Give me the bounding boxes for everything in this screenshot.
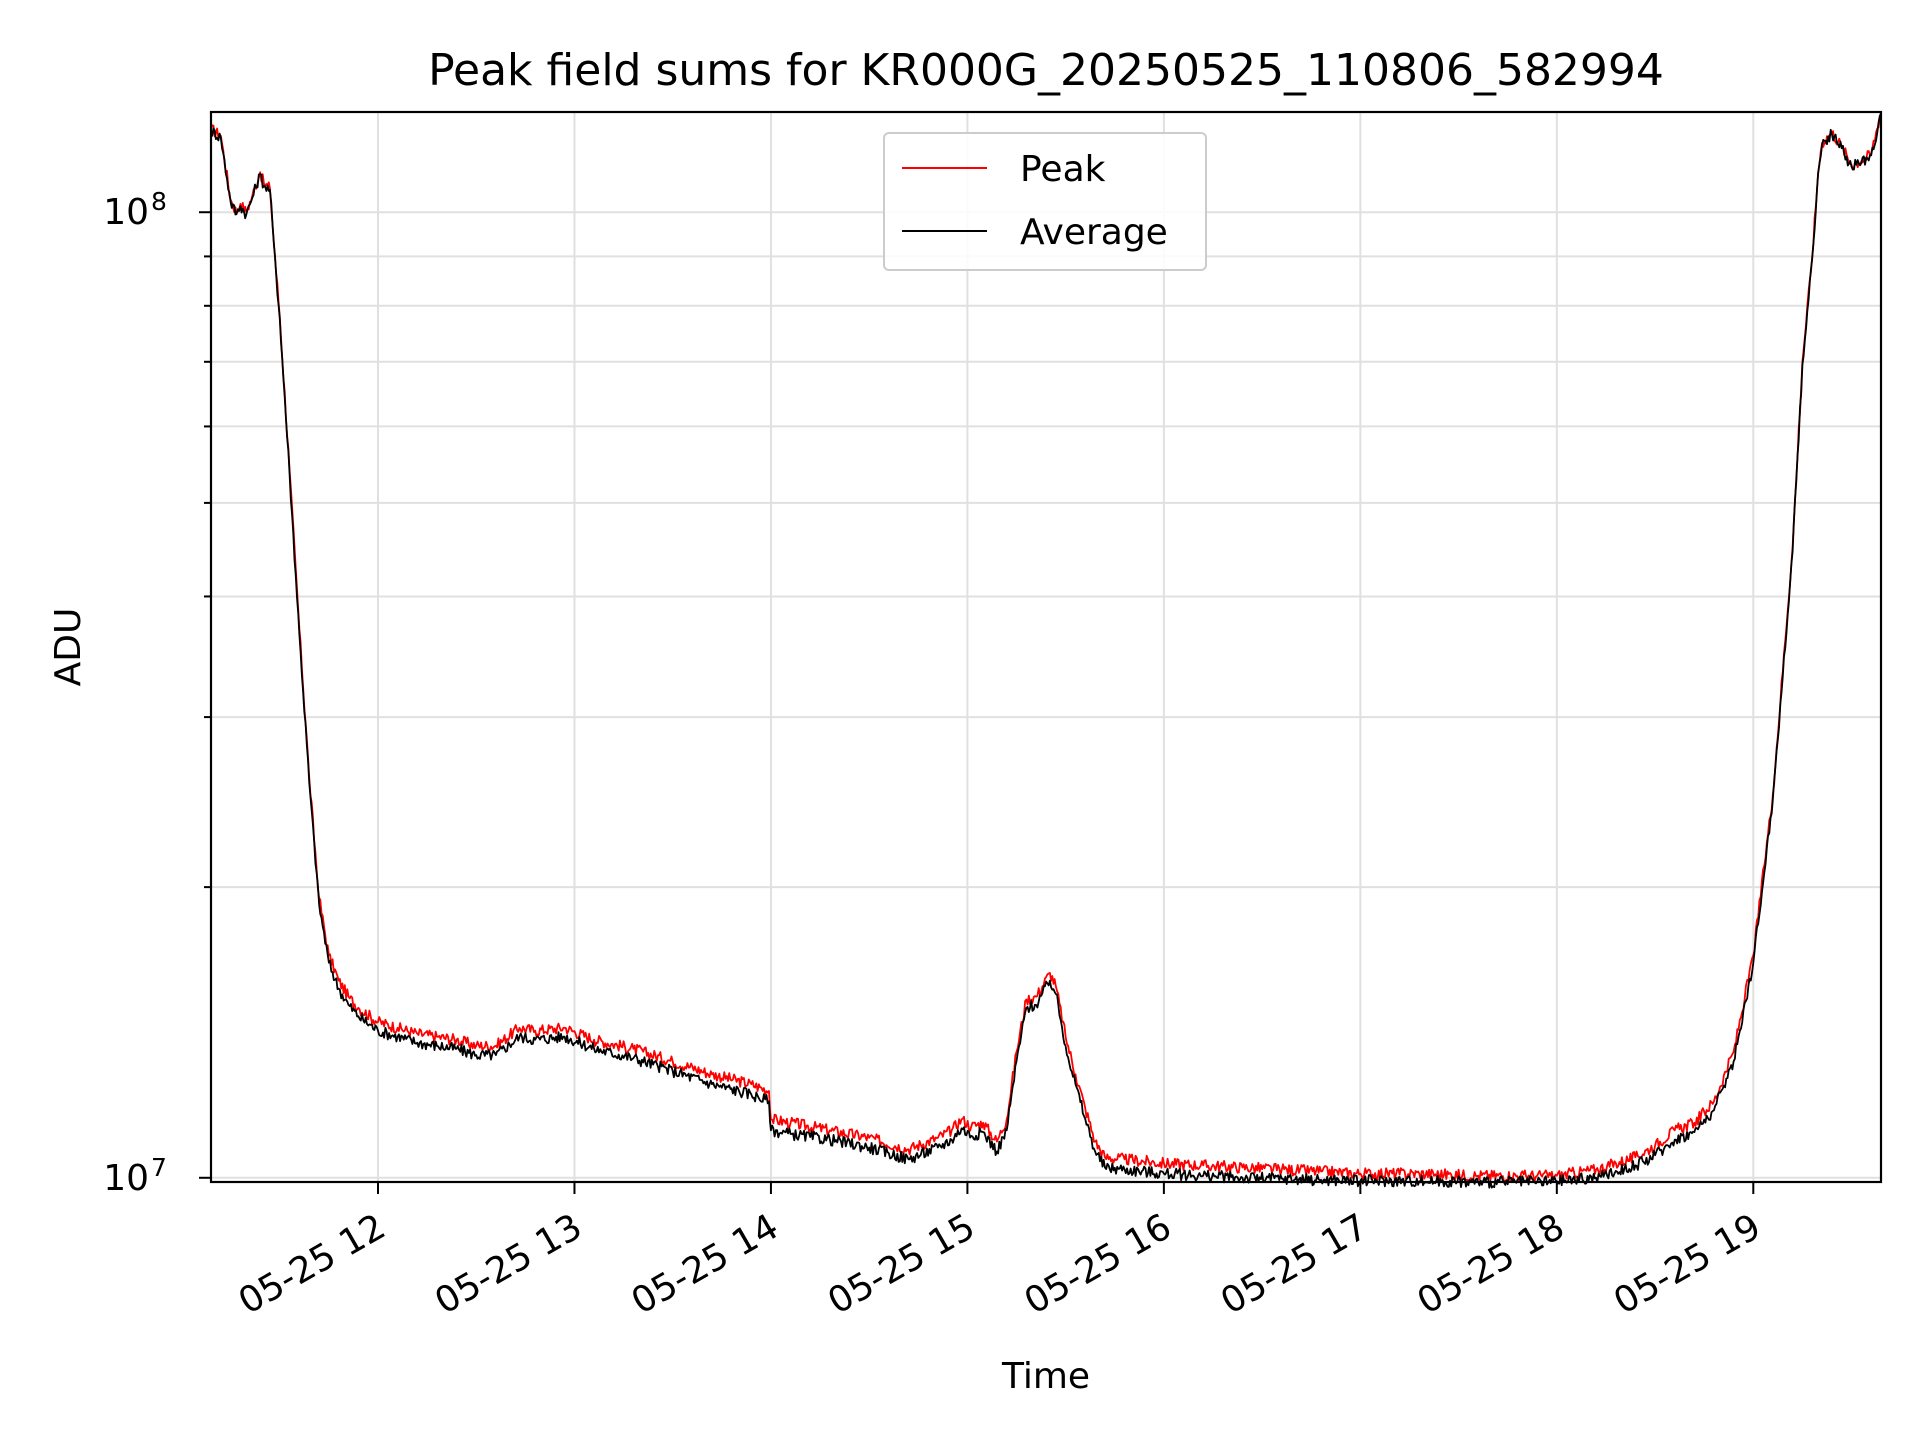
y-tick-exponent: 8: [151, 187, 167, 216]
x-tick-label: 05-25 19: [1607, 1206, 1768, 1322]
y-tick-label: 10: [103, 192, 149, 233]
x-tick-label: 05-25 12: [232, 1206, 393, 1322]
chart-title: Peak field sums for KR000G_20250525_1108…: [428, 45, 1664, 96]
x-axis-label: Time: [1001, 1356, 1090, 1397]
series-line-average: [210, 113, 1882, 1189]
plot-frame: [209, 110, 1883, 1184]
legend-label-peak: Peak: [1020, 149, 1106, 190]
x-axis: 05-25 12 05-25 13 05-25 14 05-25 15 05-25 16…: [232, 1182, 1768, 1323]
legend: Peak Average: [883, 132, 1207, 271]
legend-label-average: Average: [1020, 212, 1168, 253]
x-tick-label: 05-25 14: [625, 1206, 786, 1322]
plot-area: [210, 111, 1882, 1189]
x-tick-label: 05-25 18: [1411, 1206, 1572, 1322]
series-line-peak: [210, 111, 1882, 1183]
x-tick-label: 05-25 13: [428, 1206, 589, 1322]
y-tick-label: 10: [103, 1158, 149, 1199]
y-tick-exponent: 7: [151, 1153, 167, 1182]
grid: [211, 112, 1881, 1182]
x-tick-label: 05-25 16: [1018, 1206, 1179, 1322]
y-axis-label: ADU: [48, 608, 89, 687]
x-tick-label: 05-25 15: [821, 1206, 982, 1322]
x-tick-label: 05-25 17: [1214, 1206, 1375, 1322]
